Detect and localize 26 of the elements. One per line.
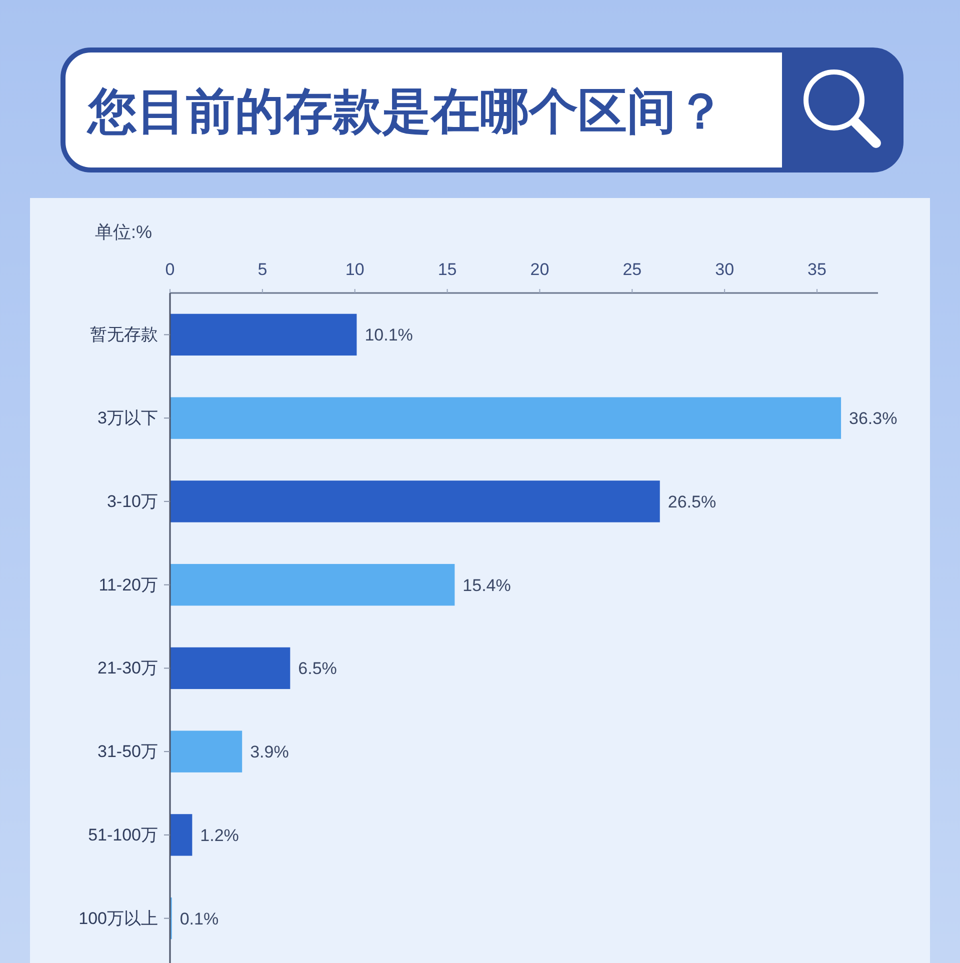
data-label: 6.5% — [298, 659, 337, 678]
y-tick-label: 暂无存款 — [90, 325, 158, 344]
data-label: 36.3% — [849, 409, 898, 428]
y-tick-label: 51-100万 — [88, 825, 158, 844]
data-label: 3.9% — [250, 742, 289, 762]
x-tick-label: 20 — [530, 260, 550, 279]
x-tick-label: 10 — [345, 260, 364, 279]
data-label: 15.4% — [462, 576, 511, 595]
y-tick-label: 3万以下 — [98, 408, 158, 428]
x-tick-label: 25 — [622, 260, 642, 279]
data-label: 0.1% — [180, 909, 219, 928]
x-tick-label: 15 — [438, 260, 457, 279]
x-tick-label: 30 — [715, 260, 734, 279]
y-tick-label: 3-10万 — [106, 492, 158, 511]
x-tick-label: 35 — [808, 260, 826, 279]
chart-title: 您目前的存款是在哪个区间？ — [86, 85, 725, 139]
data-label: 1.2% — [200, 826, 239, 845]
data-label: 10.1% — [364, 326, 413, 345]
y-tick-label: 100万以上 — [78, 908, 158, 928]
x-tick-label: 0 — [165, 260, 175, 279]
x-axis-title: 单位:% — [95, 222, 152, 242]
x-tick-label: 5 — [258, 260, 268, 279]
y-tick-label: 11-20万 — [98, 575, 158, 594]
y-tick-label: 21-30万 — [98, 658, 158, 678]
data-label: 26.5% — [668, 492, 716, 512]
y-tick-label: 31-50万 — [98, 742, 158, 762]
